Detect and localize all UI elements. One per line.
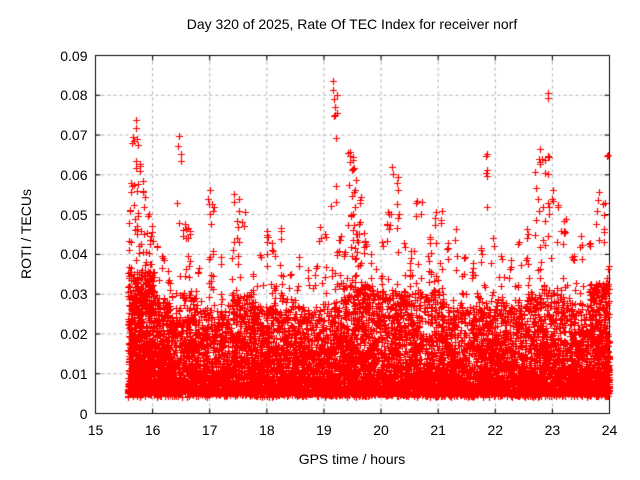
- y-tick-label: 0.06: [60, 166, 88, 183]
- y-tick-label: 0.08: [60, 87, 88, 104]
- x-axis-label: GPS time / hours: [298, 451, 406, 467]
- y-tick-label: 0.01: [60, 365, 88, 382]
- y-tick-label: 0.02: [60, 325, 88, 342]
- x-tick-label: 19: [316, 421, 332, 438]
- x-tick-label: 18: [259, 421, 275, 438]
- x-tick-label: 17: [201, 421, 218, 438]
- y-tick-label: 0.09: [60, 47, 88, 64]
- y-tick-label: 0.04: [60, 246, 88, 263]
- x-tick-label: 23: [544, 421, 561, 438]
- x-tick-label: 22: [487, 421, 504, 438]
- x-tick-label: 20: [373, 421, 389, 438]
- y-tick-label: 0: [79, 405, 88, 422]
- y-axis-label: ROTI / TECUs: [18, 189, 34, 279]
- x-tick-label: 15: [87, 421, 104, 438]
- y-tick-label: 0.03: [60, 286, 88, 303]
- chart-title: Day 320 of 2025, Rate Of TEC Index for r…: [186, 16, 518, 32]
- x-tick-label: 21: [430, 421, 446, 438]
- y-tick-label: 0.05: [60, 206, 88, 223]
- y-tick-label: 0.07: [60, 127, 88, 144]
- x-tick-label: 16: [144, 421, 161, 438]
- x-tick-label: 24: [601, 421, 618, 438]
